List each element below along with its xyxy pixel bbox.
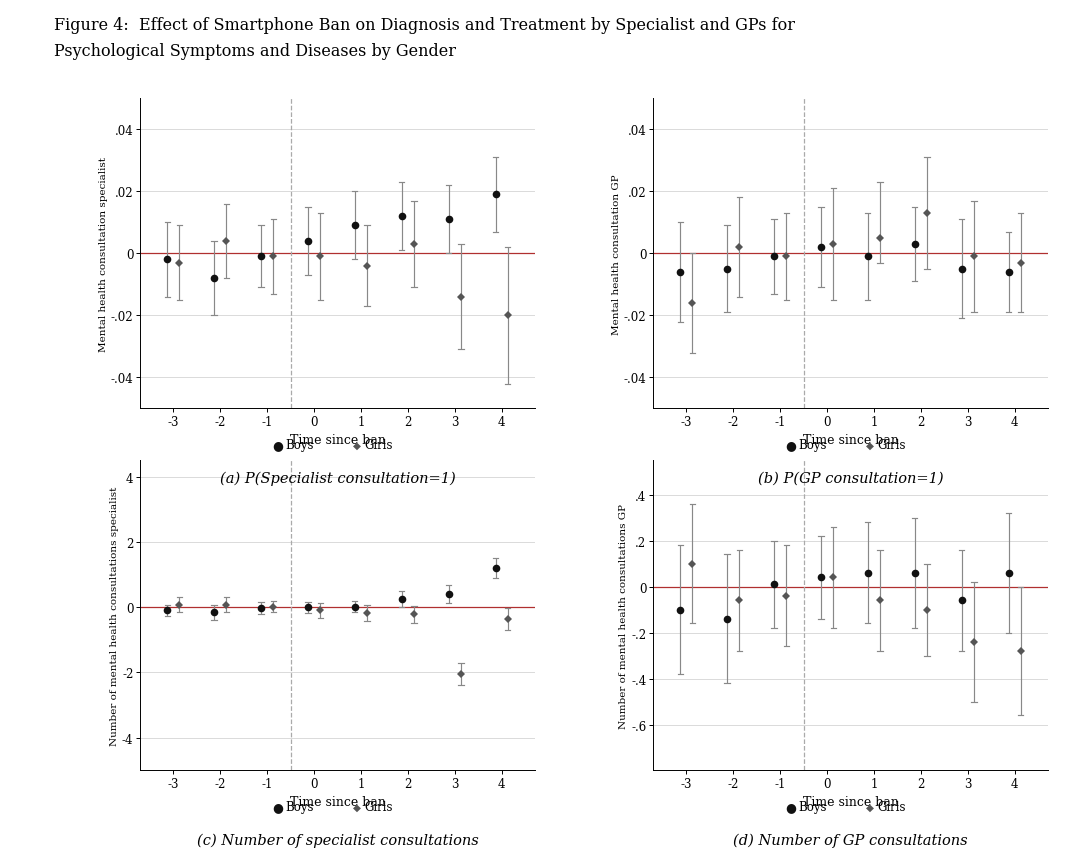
Text: ◆: ◆ [866,802,874,812]
X-axis label: Time since ban: Time since ban [802,795,899,808]
Y-axis label: Number of mental health consultations specialist: Number of mental health consultations sp… [110,486,119,745]
Text: Boys: Boys [799,438,827,452]
Text: (b) P(GP consultation=1): (b) P(GP consultation=1) [758,471,943,485]
Text: ●: ● [785,438,797,452]
Text: ●: ● [272,438,284,452]
Text: (d) Number of GP consultations: (d) Number of GP consultations [733,833,968,847]
Text: ◆: ◆ [353,440,361,450]
Text: Girls: Girls [365,800,393,814]
Text: Girls: Girls [877,800,906,814]
Text: ◆: ◆ [353,802,361,812]
Text: (c) Number of specialist consultations: (c) Number of specialist consultations [197,833,478,847]
Text: Boys: Boys [285,438,314,452]
X-axis label: Time since ban: Time since ban [289,795,386,808]
X-axis label: Time since ban: Time since ban [802,433,899,446]
Text: ◆: ◆ [866,440,874,450]
Text: Girls: Girls [365,438,393,452]
Y-axis label: Mental health consultation specialist: Mental health consultation specialist [99,157,108,351]
X-axis label: Time since ban: Time since ban [289,433,386,446]
Text: Boys: Boys [285,800,314,814]
Text: ●: ● [272,800,284,814]
Y-axis label: Number of mental health consultations GP: Number of mental health consultations GP [620,503,629,728]
Y-axis label: Mental health consultation GP: Mental health consultation GP [612,174,621,334]
Text: (a) P(Specialist consultation=1): (a) P(Specialist consultation=1) [219,471,456,486]
Text: ●: ● [785,800,797,814]
Text: Boys: Boys [799,800,827,814]
Text: Girls: Girls [877,438,906,452]
Text: Figure 4:  Effect of Smartphone Ban on Diagnosis and Treatment by Specialist and: Figure 4: Effect of Smartphone Ban on Di… [54,17,795,34]
Text: Psychological Symptoms and Diseases by Gender: Psychological Symptoms and Diseases by G… [54,43,456,60]
